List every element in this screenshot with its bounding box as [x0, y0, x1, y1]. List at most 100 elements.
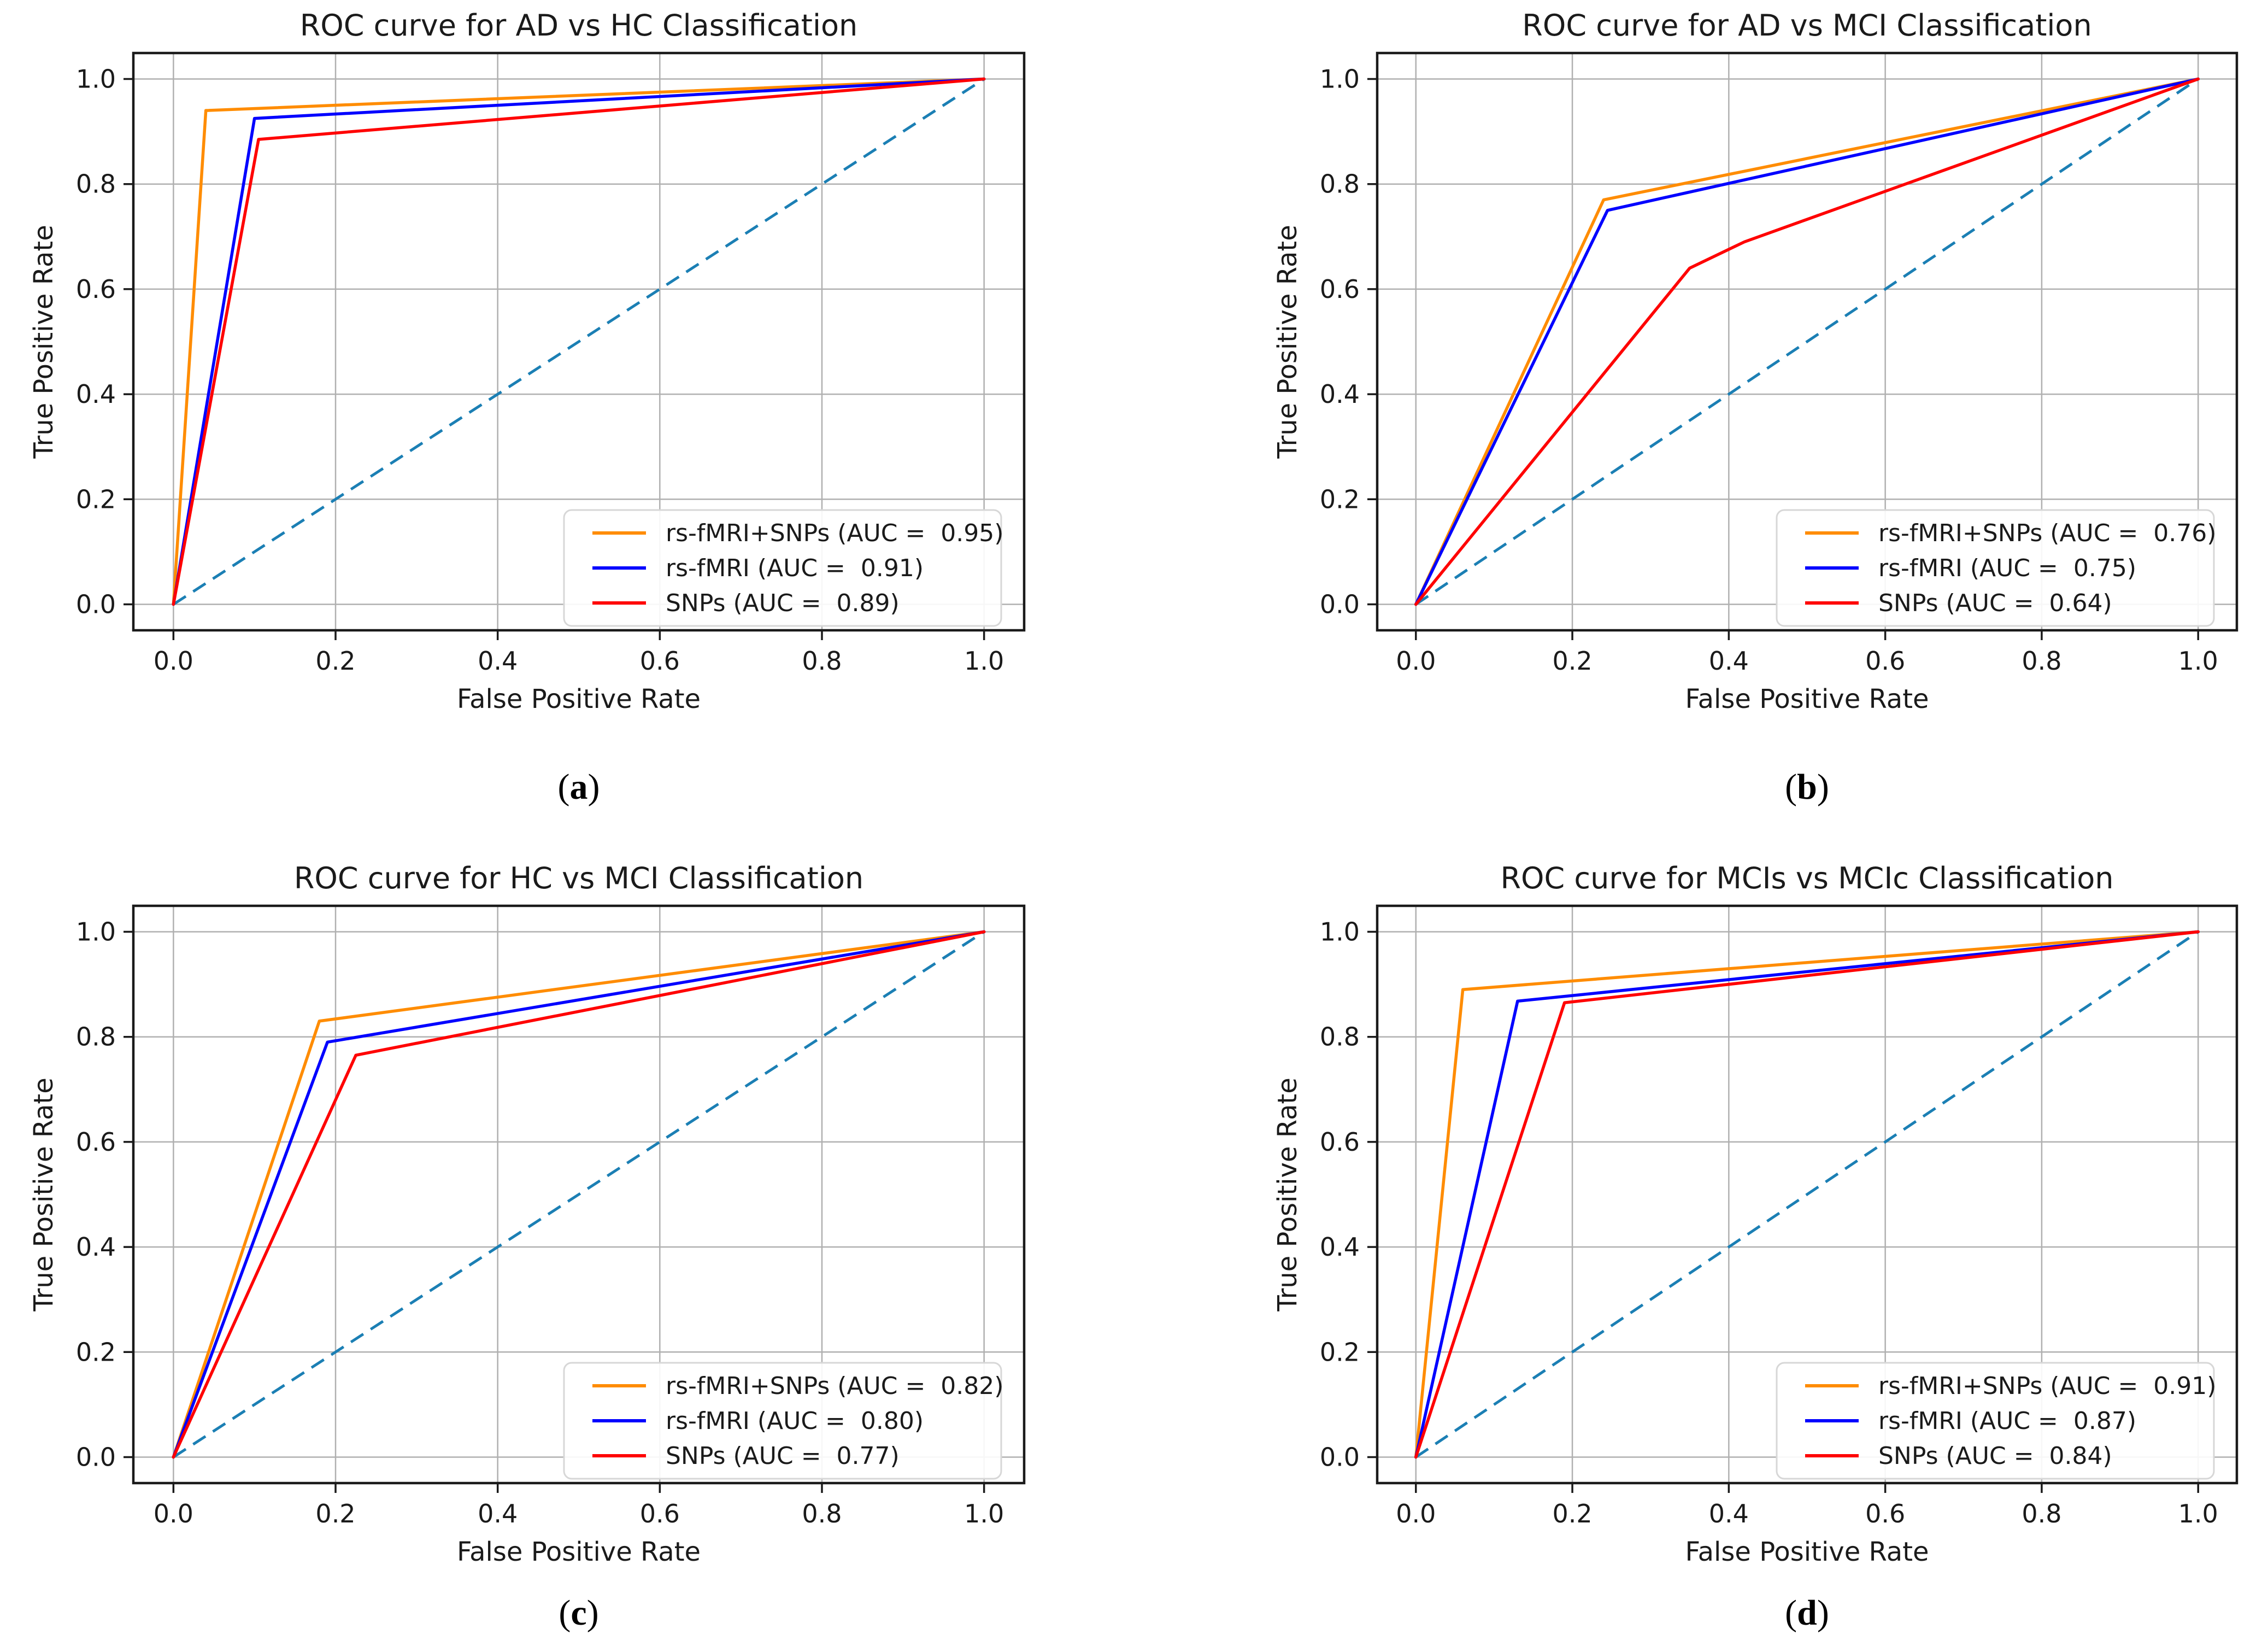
y-tick-label: 1.0: [1320, 65, 1360, 94]
subplot-caption-a: (a): [133, 763, 1024, 812]
x-tick-label: 0.8: [802, 1499, 842, 1528]
x-tick-label: 1.0: [964, 646, 1004, 676]
x-tick-label: 1.0: [2178, 646, 2218, 676]
y-tick-label: 0.0: [76, 1442, 116, 1472]
axis-ticks: 0.0 0.2 0.4 0.6 0.8 1.0 0.0 0.2 0.4 0.6 0.8 1.0: [76, 917, 1004, 1528]
x-tick-label: 0.2: [1552, 646, 1592, 676]
x-tick-label: 0.6: [1865, 646, 1905, 676]
y-tick-label: 0.8: [76, 169, 116, 199]
y-tick-label: 0.4: [76, 379, 116, 409]
legend-entry-label: SNPs (AUC = 0.84): [1878, 1442, 2112, 1470]
legend-entry-label: rs-fMRI+SNPs (AUC = 0.82): [666, 1372, 1003, 1400]
x-tick-label: 0.4: [1709, 646, 1749, 676]
roc-curve-snps: [172, 930, 986, 1459]
chance-diagonal-line: [1415, 930, 2199, 1458]
subplot-c: 0.0 0.2 0.4 0.6 0.8 1.0 0.0 0.2 0.4 0.6 0.8 1.0 ROC …: [0, 826, 1134, 1652]
legend-entry-label: rs-fMRI+SNPs (AUC = 0.95): [666, 519, 1003, 547]
caption-letter: a: [569, 767, 588, 807]
roc-chart-ad-vs-mci: 0.0 0.2 0.4 0.6 0.8 1.0 0.0 0.2 0.4 0.6 0.8 1.0 ROC …: [1272, 8, 2238, 714]
y-tick-label: 0.0: [1320, 589, 1360, 619]
roc-chart-mcis-vs-mcic: 0.0 0.2 0.4 0.6 0.8 1.0 0.0 0.2 0.4 0.6 0.8 1.0 ROC …: [1272, 861, 2238, 1567]
x-tick-label: 0.0: [1396, 1499, 1436, 1528]
legend-box: [563, 509, 1002, 627]
caption-letter: b: [1797, 767, 1817, 807]
y-tick-label: 0.2: [76, 484, 116, 514]
y-tick-label: 0.6: [1320, 274, 1360, 304]
legend-entry-label: SNPs (AUC = 0.77): [666, 1442, 900, 1470]
roc-curve-rs-fmri: [172, 930, 986, 1459]
chart-title: ROC curve for HC vs MCI Classification: [294, 861, 863, 895]
y-tick-label: 0.2: [1320, 1337, 1360, 1367]
legend: rs-fMRI+SNPs (AUC = 0.95) rs-fMRI (AUC = …: [563, 509, 1003, 627]
subplot-caption-c: (c): [133, 1589, 1024, 1638]
subplot-a: 0.0 0.2 0.4 0.6 0.8 1.0 0.0 0.2 0.4 0.6 0.8 1.0 ROC …: [0, 0, 1134, 826]
caption-paren: ): [587, 767, 600, 807]
chance-diagonal-line: [172, 78, 985, 606]
y-tick-label: 0.4: [1320, 1232, 1360, 1262]
legend-entry-label: rs-fMRI (AUC = 0.91): [666, 554, 924, 582]
x-tick-label: 0.4: [478, 646, 518, 676]
x-tick-label: 0.4: [1709, 1499, 1749, 1528]
y-tick-label: 1.0: [76, 65, 116, 94]
subplot-d: 0.0 0.2 0.4 0.6 0.8 1.0 0.0 0.2 0.4 0.6 0.8 1.0 ROC …: [1134, 826, 2268, 1652]
legend-entry-label: rs-fMRI+SNPs (AUC = 0.91): [1878, 1372, 2216, 1400]
y-tick-label: 0.8: [1320, 169, 1360, 199]
legend: rs-fMRI+SNPs (AUC = 0.82) rs-fMRI (AUC = …: [563, 1362, 1003, 1480]
legend-entry-label: SNPs (AUC = 0.89): [666, 589, 900, 617]
y-axis-label: True Positive Rate: [28, 1077, 59, 1312]
legend-entry-label: rs-fMRI (AUC = 0.87): [1878, 1407, 2136, 1435]
roc-curve-rs-fmri: [1414, 77, 2200, 606]
legend-entry-label: SNPs (AUC = 0.64): [1878, 589, 2112, 617]
x-tick-label: 0.0: [154, 646, 193, 676]
y-tick-label: 0.0: [76, 589, 116, 619]
legend: rs-fMRI+SNPs (AUC = 0.76) rs-fMRI (AUC = …: [1776, 509, 2216, 627]
roc-curve-rs-fmri-snps: [172, 930, 986, 1459]
legend-box: [563, 1362, 1002, 1480]
x-tick-label: 0.2: [315, 1499, 355, 1528]
caption-paren: (: [1785, 767, 1797, 807]
caption-letter: c: [571, 1593, 587, 1633]
x-tick-label: 0.4: [478, 1499, 518, 1528]
legend-entry-label: rs-fMRI (AUC = 0.75): [1878, 554, 2136, 582]
x-axis-label: False Positive Rate: [457, 684, 701, 714]
x-tick-label: 0.2: [1552, 1499, 1592, 1528]
axes-spines: [1376, 51, 2238, 632]
x-tick-label: 0.8: [2022, 1499, 2061, 1528]
roc-curve-rs-fmri: [1414, 930, 2200, 1459]
roc-curve-snps: [172, 77, 986, 606]
legend-box: [1776, 1362, 2215, 1480]
y-axis-label: True Positive Rate: [1272, 225, 1303, 459]
x-axis-label: False Positive Rate: [457, 1537, 701, 1567]
subplot-b: 0.0 0.2 0.4 0.6 0.8 1.0 0.0 0.2 0.4 0.6 0.8 1.0 ROC …: [1134, 0, 2268, 826]
axes-spines: [132, 904, 1026, 1485]
x-tick-label: 0.6: [640, 1499, 680, 1528]
y-tick-label: 1.0: [76, 917, 116, 947]
chance-diagonal-line: [1415, 78, 2199, 606]
y-tick-label: 0.6: [76, 274, 116, 304]
subplot-caption-b: (b): [1377, 763, 2237, 812]
x-tick-label: 0.6: [640, 646, 680, 676]
y-tick-label: 1.0: [1320, 917, 1360, 947]
caption-letter: d: [1797, 1593, 1817, 1633]
y-tick-label: 0.6: [1320, 1127, 1360, 1157]
caption-paren: (: [559, 1593, 571, 1633]
x-tick-label: 0.0: [1396, 646, 1436, 676]
chance-diagonal-line: [172, 930, 985, 1458]
x-tick-label: 0.6: [1865, 1499, 1905, 1528]
y-tick-label: 0.4: [76, 1232, 116, 1262]
legend-box: [1776, 509, 2215, 627]
legend-entry-label: rs-fMRI+SNPs (AUC = 0.76): [1878, 519, 2216, 547]
roc-curve-snps: [1414, 930, 2200, 1459]
y-tick-label: 0.2: [76, 1337, 116, 1367]
caption-paren: ): [1817, 767, 1829, 807]
x-axis-label: False Positive Rate: [1685, 1537, 1929, 1567]
roc-curve-rs-fmri: [172, 77, 986, 606]
subplot-caption-d: (d): [1377, 1589, 2237, 1638]
axes-spines: [1376, 904, 2238, 1485]
caption-paren: ): [586, 1593, 599, 1633]
y-tick-label: 0.4: [1320, 379, 1360, 409]
axis-ticks: 0.0 0.2 0.4 0.6 0.8 1.0 0.0 0.2 0.4 0.6 0.8 1.0: [1320, 65, 2218, 676]
x-tick-label: 0.2: [315, 646, 355, 676]
x-tick-label: 1.0: [964, 1499, 1004, 1528]
